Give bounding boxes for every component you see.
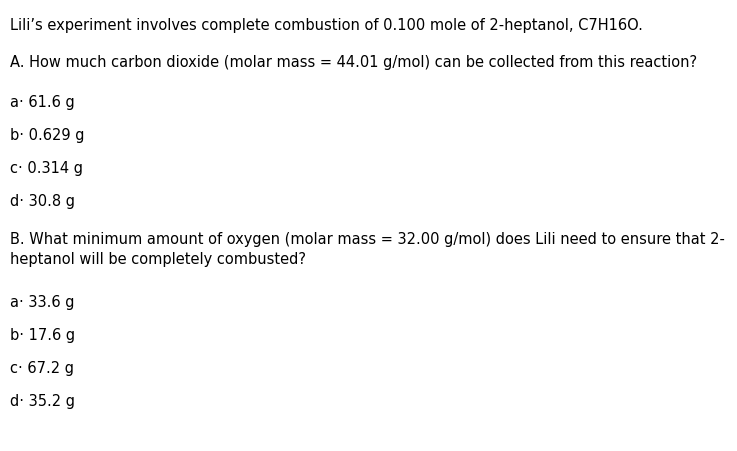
Text: c· 67.2 g: c· 67.2 g xyxy=(10,360,74,375)
Text: B. What minimum amount of oxygen (molar mass = 32.00 g/mol) does Lili need to en: B. What minimum amount of oxygen (molar … xyxy=(10,231,725,246)
Text: heptanol will be completely combusted?: heptanol will be completely combusted? xyxy=(10,252,306,267)
Text: d· 30.8 g: d· 30.8 g xyxy=(10,193,75,208)
Text: c· 0.314 g: c· 0.314 g xyxy=(10,161,83,175)
Text: d· 35.2 g: d· 35.2 g xyxy=(10,393,75,408)
Text: b· 0.629 g: b· 0.629 g xyxy=(10,128,85,143)
Text: b· 17.6 g: b· 17.6 g xyxy=(10,327,75,342)
Text: A. How much carbon dioxide (molar mass = 44.01 g/mol) can be collected from this: A. How much carbon dioxide (molar mass =… xyxy=(10,55,697,70)
Text: a· 33.6 g: a· 33.6 g xyxy=(10,295,74,309)
Text: Lili’s experiment involves complete combustion of 0.100 mole of 2-heptanol, C7H1: Lili’s experiment involves complete comb… xyxy=(10,18,643,33)
Text: a· 61.6 g: a· 61.6 g xyxy=(10,95,74,110)
